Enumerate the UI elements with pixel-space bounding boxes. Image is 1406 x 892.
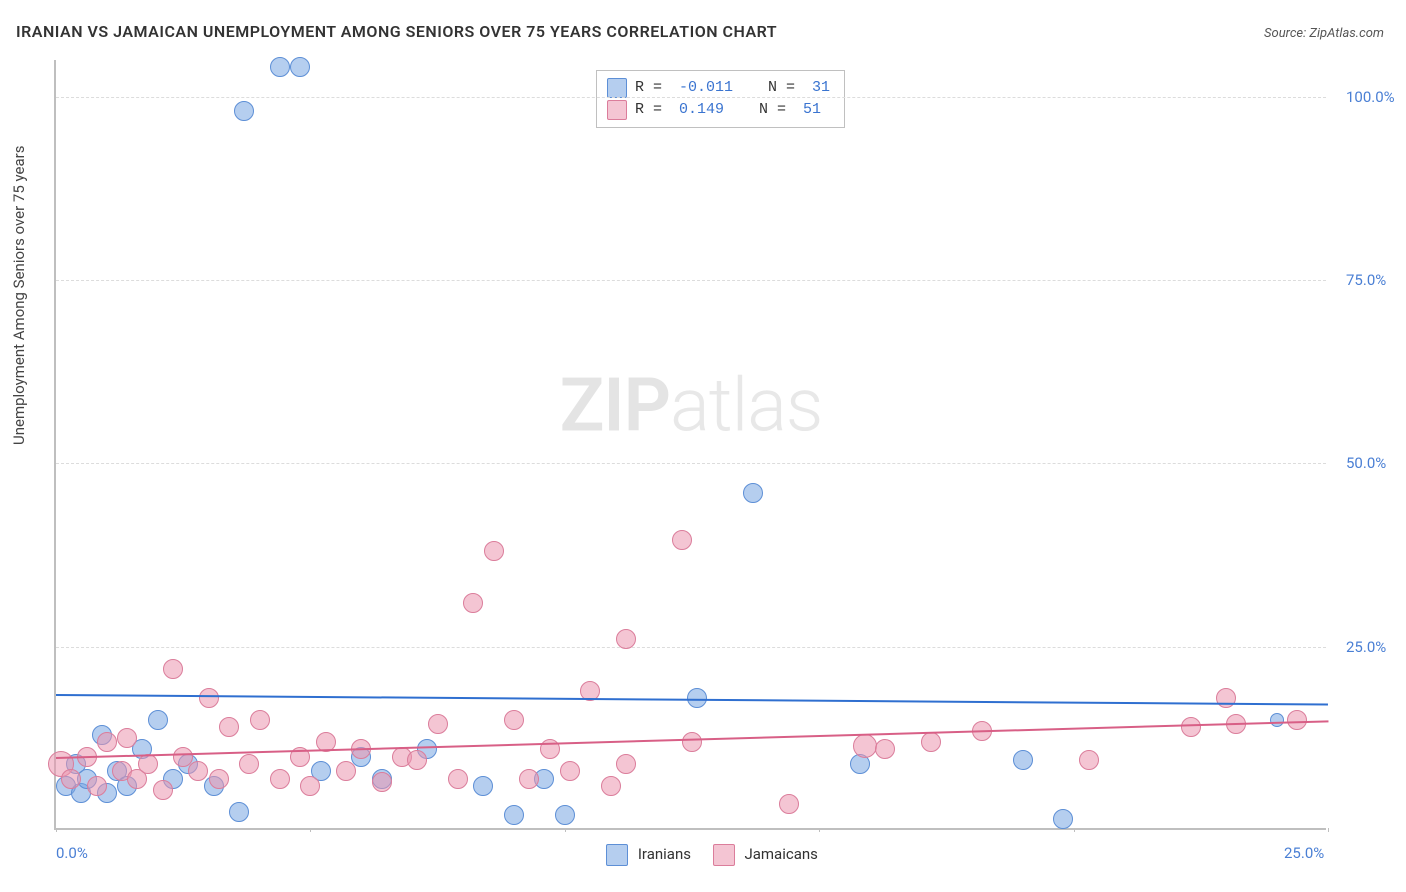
scatter-point: [1079, 750, 1099, 770]
legend-swatch: [607, 100, 627, 120]
gridline: [56, 280, 1326, 281]
scatter-point: [1270, 713, 1284, 727]
scatter-point: [853, 734, 877, 758]
trend-line: [56, 720, 1328, 759]
scatter-point: [229, 802, 249, 822]
legend-swatch: [606, 844, 628, 866]
scatter-point: [372, 772, 392, 792]
watermark-bold: ZIP: [560, 362, 671, 449]
scatter-point: [117, 728, 137, 748]
scatter-point: [616, 629, 636, 649]
gridline: [56, 97, 1326, 98]
scatter-point: [270, 769, 290, 789]
legend-swatch: [713, 844, 735, 866]
scatter-point: [875, 739, 895, 759]
gridline: [56, 463, 1326, 464]
scatter-point: [560, 761, 580, 781]
scatter-point: [504, 805, 524, 825]
scatter-point: [921, 732, 941, 752]
scatter-point: [250, 710, 270, 730]
source-label: Source: ZipAtlas.com: [1264, 26, 1384, 41]
scatter-point: [270, 57, 290, 77]
watermark-light: atlas: [670, 362, 822, 449]
correlation-legend: R = -0.011 N = 31R = 0.149 N = 51: [596, 70, 845, 128]
scatter-point: [290, 57, 310, 77]
scatter-point: [672, 530, 692, 550]
scatter-point: [743, 483, 763, 503]
series-legend: Iranians Jamaicans: [0, 844, 1406, 866]
scatter-point: [428, 714, 448, 734]
scatter-point: [239, 754, 259, 774]
legend-text: R =: [635, 99, 671, 121]
scatter-point: [1053, 809, 1073, 829]
scatter-point: [519, 769, 539, 789]
scatter-point: [336, 761, 356, 781]
scatter-point: [463, 593, 483, 613]
y-axis-label: Unemployment Among Seniors over 75 years: [10, 146, 28, 445]
scatter-point: [153, 780, 173, 800]
y-tick-label: 100.0%: [1346, 88, 1395, 106]
scatter-point: [188, 761, 208, 781]
gridline: [56, 647, 1326, 648]
scatter-point: [682, 732, 702, 752]
scatter-point: [1216, 688, 1236, 708]
x-tick: [310, 828, 311, 832]
scatter-point: [484, 541, 504, 561]
scatter-point: [779, 794, 799, 814]
scatter-plot-area: ZIPatlas R = -0.011 N = 31R = 0.149 N = …: [54, 60, 1326, 830]
scatter-point: [300, 776, 320, 796]
y-tick-label: 25.0%: [1346, 638, 1386, 656]
scatter-point: [209, 769, 229, 789]
x-tick: [565, 828, 566, 832]
scatter-point: [199, 688, 219, 708]
legend-r-value: 0.149: [679, 99, 724, 121]
legend-row: R = 0.149 N = 51: [607, 99, 830, 121]
y-tick-label: 75.0%: [1346, 271, 1386, 289]
y-tick-label: 50.0%: [1346, 454, 1386, 472]
chart-title: IRANIAN VS JAMAICAN UNEMPLOYMENT AMONG S…: [16, 22, 777, 41]
series-name: Jamaicans: [741, 845, 818, 863]
scatter-point: [504, 710, 524, 730]
scatter-point: [148, 710, 168, 730]
scatter-point: [61, 769, 81, 789]
scatter-point: [555, 805, 575, 825]
scatter-point: [616, 754, 636, 774]
scatter-point: [407, 750, 427, 770]
scatter-point: [448, 769, 468, 789]
scatter-point: [1013, 750, 1033, 770]
scatter-point: [97, 732, 117, 752]
scatter-point: [87, 776, 107, 796]
watermark: ZIPatlas: [560, 362, 823, 449]
legend-n-value: 51: [803, 99, 821, 121]
scatter-point: [138, 754, 158, 774]
scatter-point: [234, 101, 254, 121]
x-tick: [1074, 828, 1075, 832]
series-name: Iranians: [634, 845, 695, 863]
legend-text: N =: [732, 99, 795, 121]
x-tick: [1328, 828, 1329, 832]
scatter-point: [1181, 717, 1201, 737]
scatter-point: [163, 659, 183, 679]
x-tick: [819, 828, 820, 832]
scatter-point: [601, 776, 621, 796]
x-tick: [56, 828, 57, 832]
scatter-point: [219, 717, 239, 737]
legend-swatch: [607, 78, 627, 98]
scatter-point: [473, 776, 493, 796]
